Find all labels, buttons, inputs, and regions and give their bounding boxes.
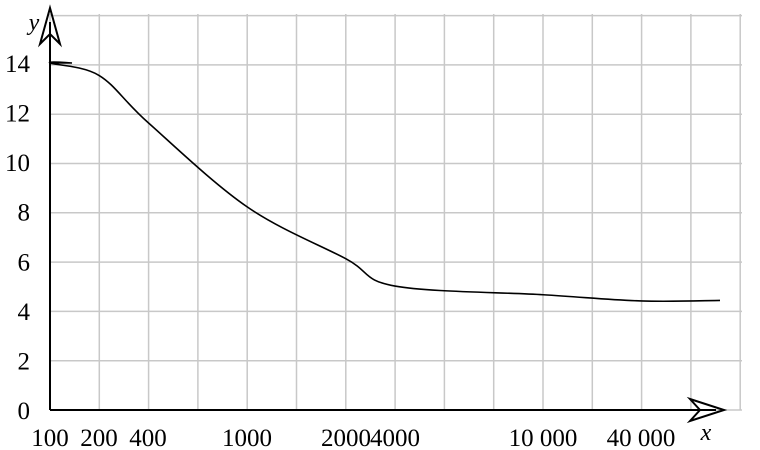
x-axis-label: x — [700, 420, 712, 446]
y-tick-label: 10 — [5, 150, 30, 177]
series-line — [48, 61, 721, 303]
y-axis-label: y — [27, 10, 40, 36]
y-tick-label: 14 — [5, 51, 31, 78]
x-tick-label: 4000 — [370, 425, 420, 450]
y-tick-label: 12 — [5, 101, 30, 128]
y-tick-label: 0 — [18, 398, 31, 425]
grid — [49, 14, 742, 411]
y-tick-label: 4 — [18, 299, 31, 326]
y-tick-label: 6 — [18, 249, 31, 276]
tick-labels: 0 2 4 6 8 10 12 14 100 200 400 1000 2000 4000 10 000 40… — [5, 51, 675, 450]
x-tick-label: 40 000 — [607, 425, 676, 450]
y-tick-label: 2 — [18, 348, 31, 375]
y-axis-arrow — [38, 4, 62, 48]
y-tick-label: 8 — [18, 200, 31, 227]
x-tick-label: 200 — [80, 425, 118, 450]
x-tick-label: 1000 — [222, 425, 272, 450]
axes — [38, 4, 728, 424]
x-tick-label: 10 000 — [509, 425, 578, 450]
x-axis-arrow — [686, 396, 728, 424]
x-tick-label: 400 — [129, 425, 167, 450]
x-tick-label: 2000 — [321, 425, 371, 450]
x-tick-label: 100 — [31, 425, 69, 450]
